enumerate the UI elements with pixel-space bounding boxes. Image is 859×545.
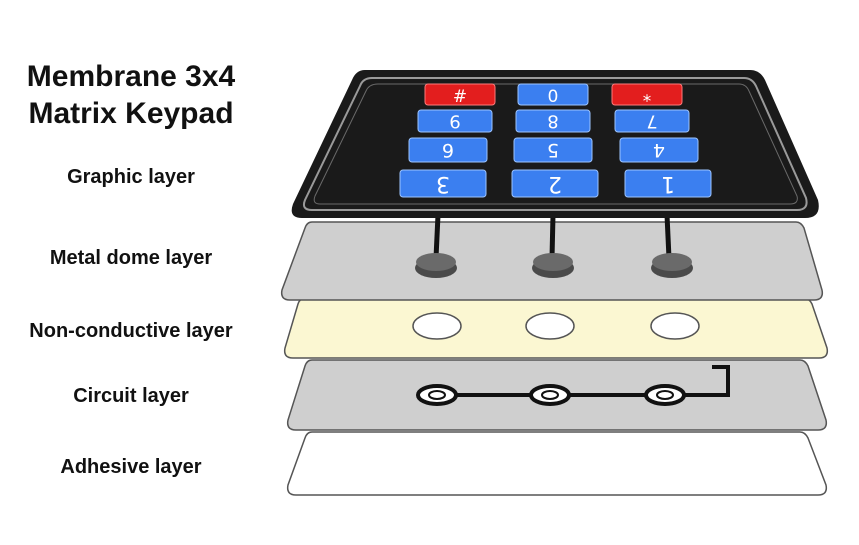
key-1[interactable]: 1 xyxy=(624,169,712,198)
key-#[interactable]: # xyxy=(424,83,496,106)
key-cap xyxy=(511,169,599,198)
key-label: 5 xyxy=(547,139,559,161)
label-adhesive-layer: Adhesive layer xyxy=(60,456,202,478)
graphic-layer-border xyxy=(302,77,808,211)
key-cap xyxy=(515,109,591,133)
spacer-hole xyxy=(525,312,575,340)
circuit-contact xyxy=(644,384,686,406)
key-3[interactable]: 3 xyxy=(399,169,487,198)
key-label: 7 xyxy=(646,111,657,132)
key-cap xyxy=(611,83,683,106)
dome-connector xyxy=(664,214,672,259)
dome-connector xyxy=(433,214,441,259)
key-9[interactable]: 9 xyxy=(417,109,493,133)
key-6[interactable]: 6 xyxy=(408,137,488,163)
adhesive-layer-sheet xyxy=(286,431,828,496)
key-label: 6 xyxy=(442,139,454,161)
metal-dome xyxy=(651,253,693,278)
key-label: 4 xyxy=(653,139,665,161)
title-line-1: Membrane 3x4 xyxy=(26,60,236,93)
key-cap xyxy=(424,83,496,106)
key-cap xyxy=(517,83,589,106)
key-cap xyxy=(624,169,712,198)
spacer-hole xyxy=(412,312,462,340)
key-2[interactable]: 2 xyxy=(511,169,599,198)
label-metal-dome-layer: Metal dome layer xyxy=(49,247,213,269)
metal-dome xyxy=(532,253,574,278)
circuit-trace xyxy=(437,365,730,397)
diagram-title: Membrane 3x4 Matrix Keypad xyxy=(0,58,262,132)
label-circuit-layer: Circuit layer xyxy=(73,385,189,407)
metal-dome xyxy=(415,253,457,278)
key-7[interactable]: 7 xyxy=(614,109,690,133)
key-5[interactable]: 5 xyxy=(513,137,593,163)
key-cap xyxy=(513,137,593,163)
key-label: # xyxy=(453,85,467,105)
key-label: 9 xyxy=(449,111,460,132)
key-label: 1 xyxy=(661,171,675,196)
key-8[interactable]: 8 xyxy=(515,109,591,133)
key-label: * xyxy=(643,85,652,105)
key-label: 0 xyxy=(548,85,559,105)
circuit-contact xyxy=(529,384,571,406)
key-cap xyxy=(417,109,493,133)
circuit-contact xyxy=(416,384,458,406)
key-cap xyxy=(619,137,699,163)
key-cap xyxy=(408,137,488,163)
label-graphic-layer: Graphic layer xyxy=(67,166,195,188)
key-cap xyxy=(614,109,690,133)
spacer-hole xyxy=(650,312,700,340)
dome-connector xyxy=(549,214,556,259)
key-label: 8 xyxy=(547,111,558,132)
key-label: 3 xyxy=(436,171,450,196)
graphic-layer-inner-border xyxy=(313,83,798,205)
key-label: 2 xyxy=(548,171,562,196)
key-*[interactable]: * xyxy=(611,83,683,106)
key-grid: #0 * 9 8 7 6 5 4 3 2 1 xyxy=(399,83,712,198)
key-cap xyxy=(399,169,487,198)
key-4[interactable]: 4 xyxy=(619,137,699,163)
title-line-2: Matrix Keypad xyxy=(28,97,234,130)
label-non-conductive-layer: Non-conductive layer xyxy=(29,320,233,342)
key-0[interactable]: 0 xyxy=(517,83,589,106)
